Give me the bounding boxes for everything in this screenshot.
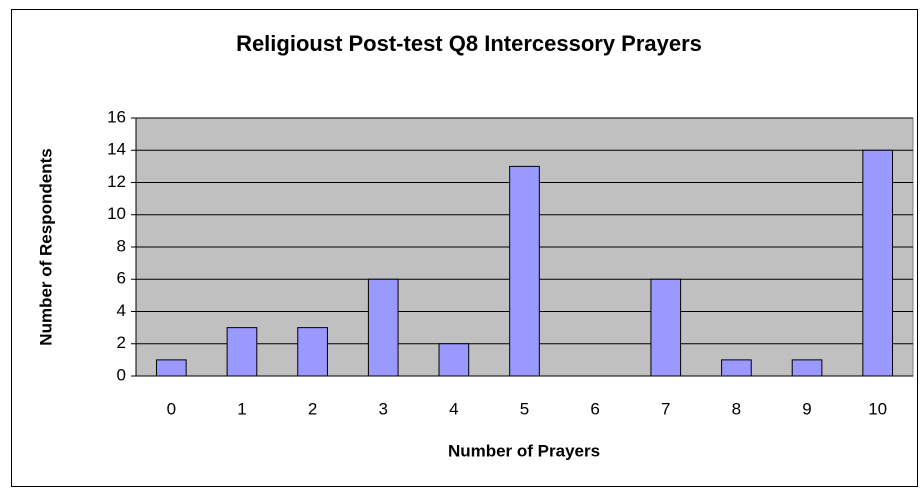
x-tick-label: 2 <box>308 399 317 418</box>
bar <box>721 359 752 377</box>
x-tick-label: 7 <box>661 399 670 418</box>
y-tick-label: 16 <box>107 107 126 126</box>
x-tick-label: 9 <box>802 399 811 418</box>
bar <box>226 327 258 377</box>
bar <box>155 359 187 377</box>
x-tick-label: 5 <box>520 399 529 418</box>
x-axis-label: Number of Prayers <box>448 441 600 460</box>
y-tick-label: 0 <box>117 365 126 384</box>
x-tick-label: 10 <box>868 399 887 418</box>
y-tick-label: 2 <box>117 333 126 352</box>
chart-title: Religioust Post-test Q8 Intercessory Pra… <box>236 31 702 56</box>
bar <box>367 278 399 377</box>
bar <box>297 327 328 377</box>
bar <box>650 278 682 377</box>
y-tick-label: 10 <box>107 204 126 223</box>
y-tick-label: 6 <box>117 269 126 288</box>
x-tick-label: 4 <box>449 399 458 418</box>
y-tick-label: 14 <box>107 140 126 159</box>
bar <box>862 149 894 377</box>
y-tick-label: 8 <box>117 236 126 255</box>
y-tick-label: 4 <box>117 301 126 320</box>
x-tick-label: 0 <box>167 399 176 418</box>
y-axis-label: Number of Respondents <box>36 148 55 345</box>
bar <box>438 343 470 377</box>
bar <box>791 359 823 377</box>
x-tick-label: 1 <box>237 399 246 418</box>
x-tick-label: 8 <box>732 399 741 418</box>
x-tick-label: 3 <box>378 399 387 418</box>
bar <box>509 165 540 377</box>
y-tick-label: 12 <box>107 172 126 191</box>
x-tick-label: 6 <box>590 399 599 418</box>
